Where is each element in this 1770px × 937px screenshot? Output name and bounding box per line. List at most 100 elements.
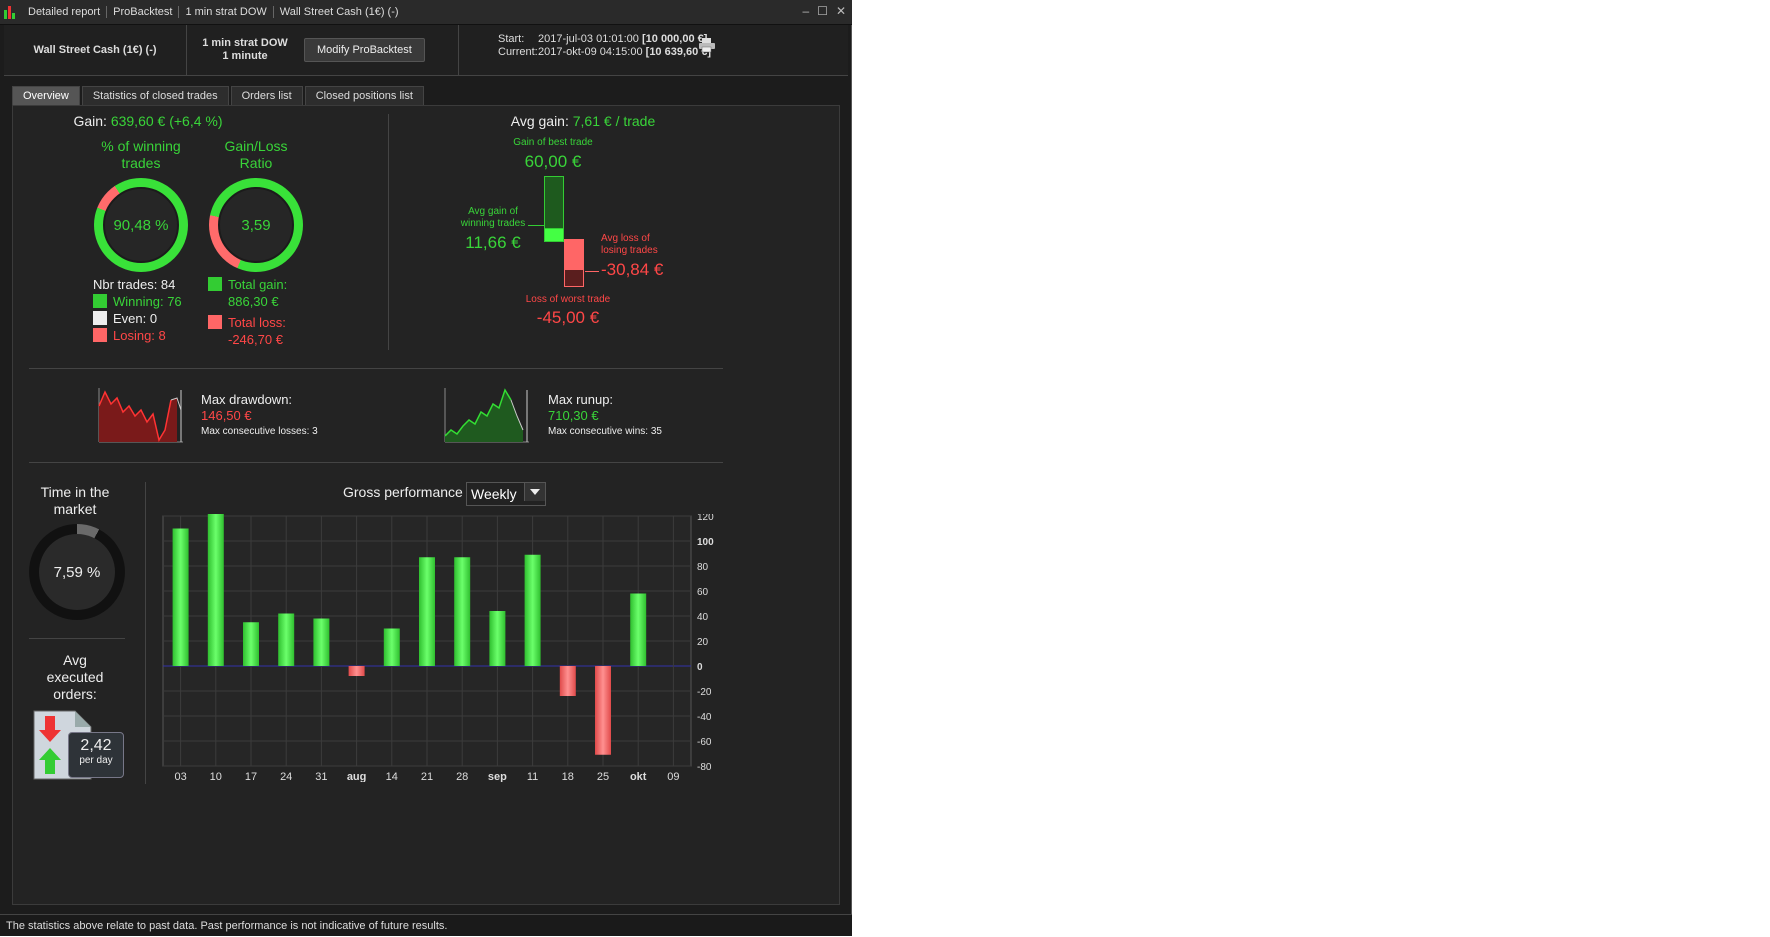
gross-performance-chart: 03 10 17 24 31 aug 14 21 28 sep 11 18 25 okt 09 120 100 8… xyxy=(162,514,714,782)
report-window: Detailed report ProBacktest 1 min strat … xyxy=(0,0,852,936)
orders-title-line: executed xyxy=(46,669,104,685)
y-tick-label: -60 xyxy=(697,737,712,748)
total-gain-value: 886,30 € xyxy=(228,294,279,309)
x-tick-label: 21 xyxy=(421,771,433,782)
nbr-trades: Nbr trades: 84 xyxy=(93,277,176,292)
gl-title-line: Ratio xyxy=(239,155,273,171)
tab-closed-positions-list[interactable]: Closed positions list xyxy=(304,86,424,105)
gain-bar xyxy=(630,593,647,666)
vertical-divider xyxy=(388,114,389,350)
losing-count: Losing: 8 xyxy=(113,328,166,343)
gain-value: 639,60 € (+6,4 %) xyxy=(110,113,223,129)
tab-overview[interactable]: Overview xyxy=(12,86,80,105)
x-tick-label: sep xyxy=(488,771,507,782)
maximize-button[interactable]: ☐ xyxy=(817,4,828,18)
orders-unit: per day xyxy=(79,755,113,766)
gain-bar xyxy=(172,528,189,666)
gain-bar xyxy=(383,628,400,666)
gain-bar xyxy=(419,557,435,666)
title-segment: 1 min strat DOW xyxy=(179,6,274,18)
y-tick-label: -40 xyxy=(697,712,712,723)
y-tick-label: -20 xyxy=(697,687,712,698)
orders-title-line: orders: xyxy=(53,686,97,702)
x-tick-label: 31 xyxy=(315,771,327,782)
printer-icon[interactable] xyxy=(698,37,716,53)
loss-bar xyxy=(595,666,611,755)
gain-bar xyxy=(243,622,259,666)
vertical-divider xyxy=(145,482,146,784)
avg-gain-line: Avg gain: 7,61 € / trade xyxy=(433,113,733,129)
title-segment: ProBacktest xyxy=(107,6,180,18)
even-swatch xyxy=(93,311,107,325)
period-value: Weekly xyxy=(471,486,517,502)
close-button[interactable]: ✕ xyxy=(835,4,846,18)
avg-loss-value: -30,84 € xyxy=(601,260,664,279)
divider xyxy=(29,638,125,639)
loss-bar xyxy=(348,666,365,676)
avg-win-label-line: Avg gain of xyxy=(468,206,518,217)
x-tick-label: okt xyxy=(630,771,647,782)
strategy-cell: 1 min strat DOW 1 minute Modify ProBackt… xyxy=(186,25,459,75)
title-segment: Detailed report xyxy=(22,6,108,18)
winning-title-line: trades xyxy=(121,155,161,171)
title-bar: Detailed report ProBacktest 1 min strat … xyxy=(0,0,852,25)
trade-counts: Nbr trades: 84 Winning: 76 Even: 0 Losin… xyxy=(93,276,182,344)
y-tick-label: 20 xyxy=(697,637,709,648)
time-title-line: Time in the xyxy=(40,484,110,500)
title-segment: Wall Street Cash (1€) (-) xyxy=(279,6,399,18)
avg-win-label-line: winning trades xyxy=(460,218,526,229)
gain-loss-ratio-title: Gain/Loss Ratio xyxy=(201,138,311,172)
orders-title-line: Avg xyxy=(63,652,87,668)
overview-panel: Gain: 639,60 € (+6,4 %) % of winning tra… xyxy=(12,105,840,905)
gain-bar xyxy=(278,613,295,666)
best-trade-label: Gain of best trade xyxy=(513,137,593,148)
winning-swatch xyxy=(93,294,107,308)
dropdown-arrow-icon[interactable] xyxy=(524,483,545,501)
loss-bar xyxy=(559,666,576,696)
runup-value: 710,30 € xyxy=(548,408,599,423)
orders-per-day-box: 2,42 per day xyxy=(68,732,124,778)
tab-statistics-closed-trades[interactable]: Statistics of closed trades xyxy=(81,86,229,105)
x-tick-label: 11 xyxy=(527,771,538,782)
x-tick-label: 14 xyxy=(386,771,398,782)
gain-bar xyxy=(454,557,471,666)
gain-loss-totals: Total gain: 886,30 € Total loss: -246,70… xyxy=(208,276,287,348)
tab-orders-list[interactable]: Orders list xyxy=(230,86,303,105)
y-tick-label: 40 xyxy=(697,612,709,623)
total-gain-label: Total gain: xyxy=(228,277,288,292)
gain-bar xyxy=(524,554,541,666)
tab-bar: Overview Statistics of closed trades Ord… xyxy=(12,86,424,105)
winning-count: Winning: 76 xyxy=(113,294,182,309)
gl-ratio-value: 3,59 xyxy=(241,216,271,234)
avg-gain-label: Avg gain: xyxy=(510,113,569,129)
gross-performance-title: Gross performance xyxy=(343,484,463,500)
x-tick-label: 03 xyxy=(174,771,186,782)
modify-probacktest-button[interactable]: Modify ProBacktest xyxy=(304,38,425,62)
start-capital: [10 000,00 €] xyxy=(641,33,708,45)
date-range: Start: 2017-jul-03 01:01:00 [10 000,00 €]… xyxy=(498,33,711,59)
winning-pct-value: 90,48 % xyxy=(113,216,169,234)
total-loss-swatch xyxy=(208,315,222,329)
x-tick-label: 25 xyxy=(597,771,609,782)
winning-trades-title: % of winning trades xyxy=(83,138,199,172)
divider xyxy=(29,462,723,463)
y-tick-label: -80 xyxy=(697,762,712,773)
strategy-name: 1 min strat DOW xyxy=(202,37,288,49)
minimize-button[interactable]: – xyxy=(802,4,810,18)
gain-label: Gain: xyxy=(73,113,107,129)
even-count: Even: 0 xyxy=(113,311,158,326)
time-in-market-title: Time in the market xyxy=(25,484,125,518)
app-icon xyxy=(4,5,18,19)
instrument-name: Wall Street Cash (1€) (-) xyxy=(4,25,187,75)
winning-pct-center: 90,48 % xyxy=(103,187,179,263)
y-tick-label: 0 xyxy=(697,662,703,673)
drawdown-label: Max drawdown: xyxy=(201,392,293,407)
period-select[interactable]: Weekly xyxy=(466,482,546,506)
x-tick-label: 17 xyxy=(245,771,257,782)
gl-title-line: Gain/Loss xyxy=(224,138,288,154)
avg-win-pointer xyxy=(528,225,544,226)
drawdown-block: Max drawdown: 146,50 € Max consecutive l… xyxy=(201,392,318,440)
worst-trade-bar xyxy=(564,269,584,287)
gain-line: Gain: 639,60 € (+6,4 %) xyxy=(13,113,283,129)
worst-trade-label: Loss of worst trade xyxy=(525,294,611,305)
